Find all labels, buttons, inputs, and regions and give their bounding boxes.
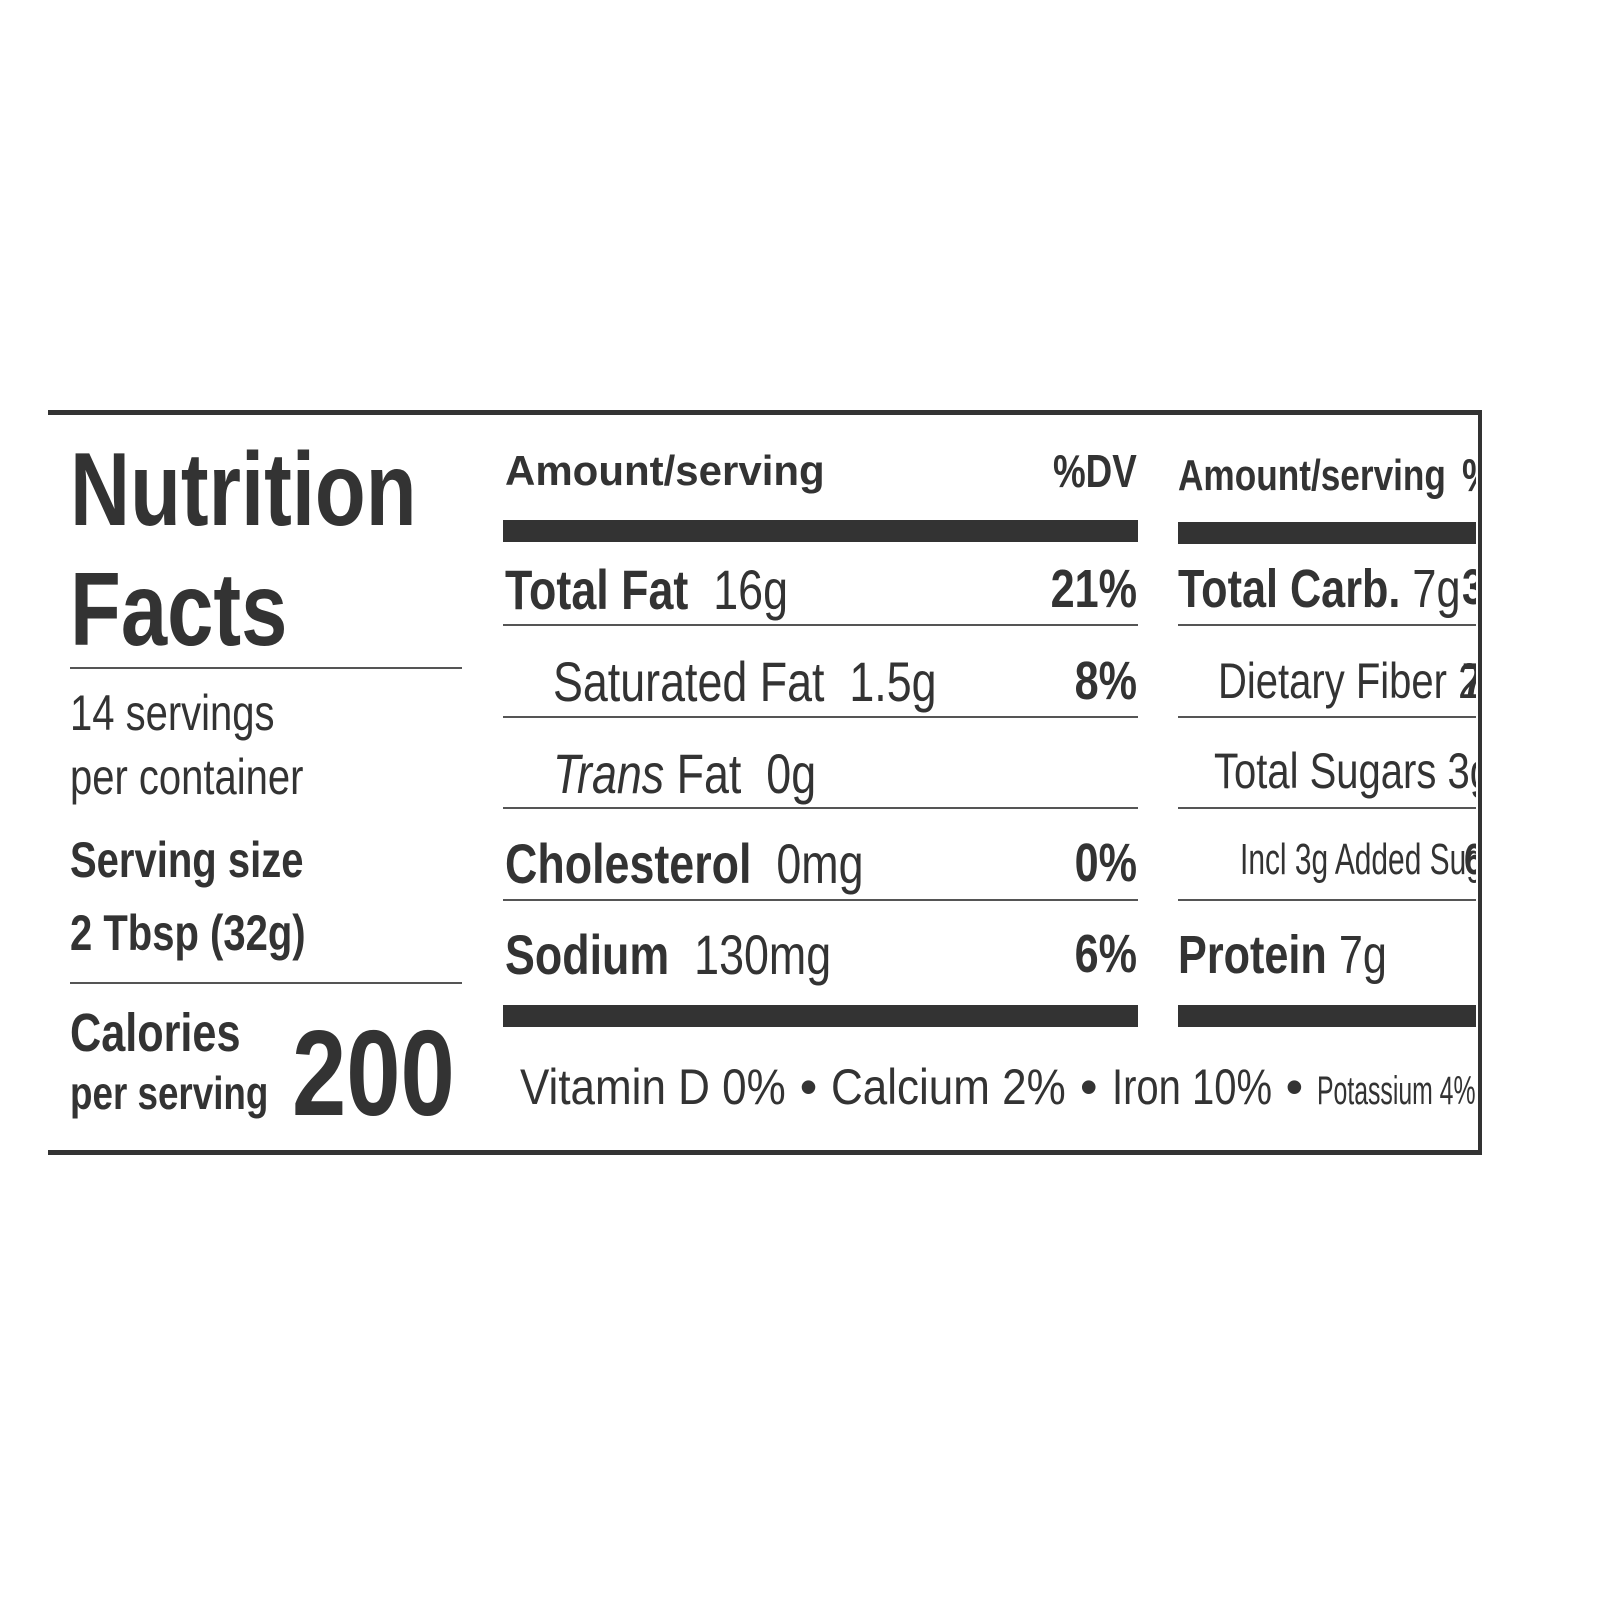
- vitamin-item: Potassium 4%: [1317, 1069, 1476, 1113]
- vitamin-item: Iron 10%: [1111, 1059, 1272, 1115]
- nutrient-amount: 7g: [1338, 925, 1387, 985]
- nutrient-name-italic: Trans: [553, 742, 665, 805]
- calories-label: Calories: [70, 1003, 241, 1063]
- nutrient-dv: 7%: [1462, 656, 1476, 706]
- thick-bar: [1178, 1005, 1476, 1027]
- row: Sodium 130mg: [505, 927, 831, 983]
- calories-sublabel: per serving: [70, 1067, 269, 1119]
- header-dv: %DV: [1462, 452, 1476, 498]
- header-amount: Amount/serving: [505, 447, 825, 494]
- nutrient-dv: 6%: [1074, 924, 1137, 984]
- separator: •: [799, 1059, 818, 1115]
- nutrient-amount: 0g: [766, 742, 817, 805]
- nutrient-name: Total Fat: [505, 558, 689, 621]
- top-edge: [48, 410, 1482, 415]
- divider: [1178, 899, 1476, 901]
- nutrient-dv: 8%: [1074, 651, 1137, 711]
- divider: [1178, 807, 1476, 809]
- vitamins-line: Vitamin D 0% • Calcium 2% • Iron 10% • Potassi…: [520, 1062, 1476, 1112]
- nutrient-amount: 1.5g: [849, 650, 937, 713]
- nutrient-amount: 16g: [713, 558, 788, 621]
- vitamin-item: Calcium 2%: [831, 1059, 1067, 1115]
- nutrient-amount: 3g: [1447, 743, 1476, 799]
- nutrient-dv: 0%: [1074, 833, 1137, 893]
- right-column: Amount/serving %DV Total Carb. 7g 3% Die…: [1170, 420, 1476, 1140]
- nutrient-name: Cholesterol: [505, 832, 752, 895]
- bottom-edge: [48, 1150, 1482, 1155]
- divider: [70, 667, 462, 669]
- divider: [503, 899, 1138, 901]
- serving-size-label: Serving size: [70, 832, 304, 888]
- thick-bar: [503, 520, 1138, 542]
- thick-bar: [1178, 522, 1476, 544]
- row: Saturated Fat 1.5g: [553, 654, 937, 710]
- thick-bar: [503, 1005, 1138, 1027]
- nutrient-name: Fat: [676, 742, 742, 805]
- header-amount: Amount/serving: [1178, 451, 1446, 500]
- title-line: Nutrition: [70, 432, 417, 548]
- header-dv: %DV: [1053, 445, 1137, 497]
- nutrient-dv: 21%: [1050, 559, 1137, 619]
- nutrient-name: Total Sugars: [1214, 743, 1437, 799]
- row: Total Sugars 3g: [1214, 746, 1476, 796]
- row: Total Carb. 7g: [1178, 562, 1460, 616]
- servings-count: 14 servings: [70, 685, 275, 741]
- right-edge: [1478, 410, 1482, 1155]
- servings-unit: per container: [70, 749, 304, 805]
- nutrient-dv: 3%: [1462, 562, 1476, 612]
- nutrient-dv: 6%: [1464, 838, 1476, 882]
- nutrient-name: Sodium: [505, 923, 670, 986]
- row: Dietary Fiber 2g: [1218, 656, 1476, 706]
- nutrient-name: Saturated Fat: [553, 650, 825, 713]
- divider: [503, 624, 1138, 626]
- nutrient-name: Dietary Fiber: [1218, 653, 1447, 709]
- separator: •: [1080, 1059, 1098, 1115]
- nutrient-name: Incl 3g Added Sugars: [1240, 835, 1476, 884]
- row: Cholesterol 0mg: [505, 836, 864, 892]
- divider: [503, 716, 1138, 718]
- nutrient-name: Protein: [1178, 925, 1327, 985]
- serving-size-value: 2 Tbsp (32g): [70, 905, 306, 961]
- divider: [70, 982, 462, 984]
- nutrient-amount: 7g: [1412, 559, 1461, 619]
- divider: [1178, 624, 1476, 626]
- row: Protein 7g: [1178, 928, 1387, 982]
- divider: [1178, 716, 1476, 718]
- title-line: Facts: [70, 552, 288, 668]
- divider: [503, 807, 1138, 809]
- row: Total Fat 16g: [505, 562, 788, 618]
- nutrient-name: Total Carb.: [1178, 559, 1401, 619]
- nutrient-amount: 130mg: [694, 923, 832, 986]
- nutrient-amount: 0mg: [776, 832, 864, 895]
- calories-value: 200: [292, 1005, 455, 1141]
- row: Trans Fat 0g: [553, 746, 816, 802]
- vitamin-item: Vitamin D 0%: [520, 1059, 786, 1115]
- nutrient-amount: 2g: [1458, 653, 1476, 709]
- separator: •: [1285, 1059, 1304, 1115]
